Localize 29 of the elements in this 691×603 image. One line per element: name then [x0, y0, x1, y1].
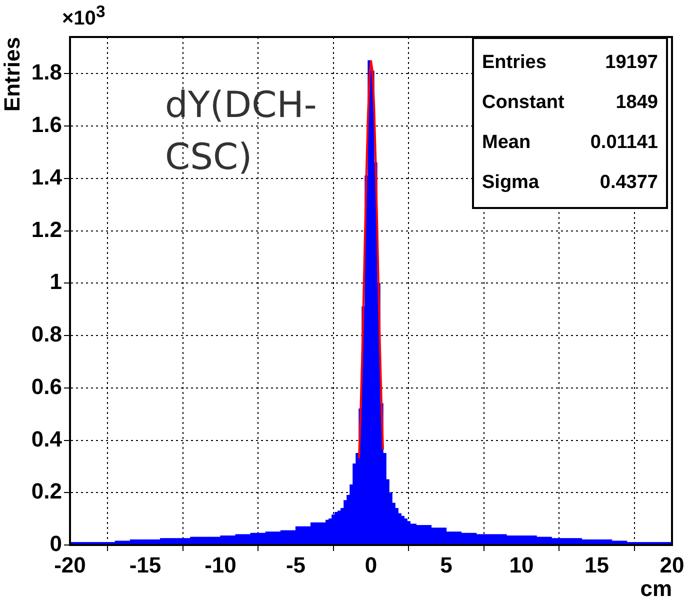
annotation: 19197: [605, 51, 658, 75]
annotation: Sigma: [482, 171, 540, 195]
y-tick-label: 0.6: [31, 374, 62, 399]
y-tick-label: 0.8: [31, 322, 62, 347]
annotation: Mean: [482, 131, 531, 155]
annotation: 0.4377: [600, 171, 658, 195]
annotation: 0.01141: [590, 131, 658, 155]
text: ×10$^{3}$: [62, 2, 106, 31]
x-tick-label: -10: [204, 552, 236, 578]
x-tick-label: 15: [584, 552, 609, 578]
y-tick-label: 1.2: [31, 216, 62, 242]
y-tick-label: 1.4: [31, 164, 63, 190]
y-tick-label: 0.2: [31, 478, 62, 504]
x-tick-label: 5: [440, 552, 452, 578]
x-tick-label: 20: [660, 552, 684, 578]
x-axis-title: cm: [640, 576, 672, 601]
y-tick-label: 1.6: [31, 112, 62, 138]
annotation: dY(DCH-CSC): [165, 84, 318, 180]
y-tick-label: 1: [50, 269, 62, 294]
x-tick-label: 10: [509, 552, 534, 578]
annotation: Entries: [482, 51, 546, 75]
x-tick-label: -15: [129, 552, 162, 578]
y-tick-label: 0.4: [31, 426, 63, 452]
annotation: 1849: [616, 91, 658, 115]
annotation: Constant: [482, 91, 564, 115]
x-tick-label: 0: [364, 552, 378, 578]
y-tick-label: 1.8: [31, 60, 62, 85]
x-tick-label: -5: [286, 552, 306, 578]
y-axis-title: Entries: [0, 37, 24, 112]
